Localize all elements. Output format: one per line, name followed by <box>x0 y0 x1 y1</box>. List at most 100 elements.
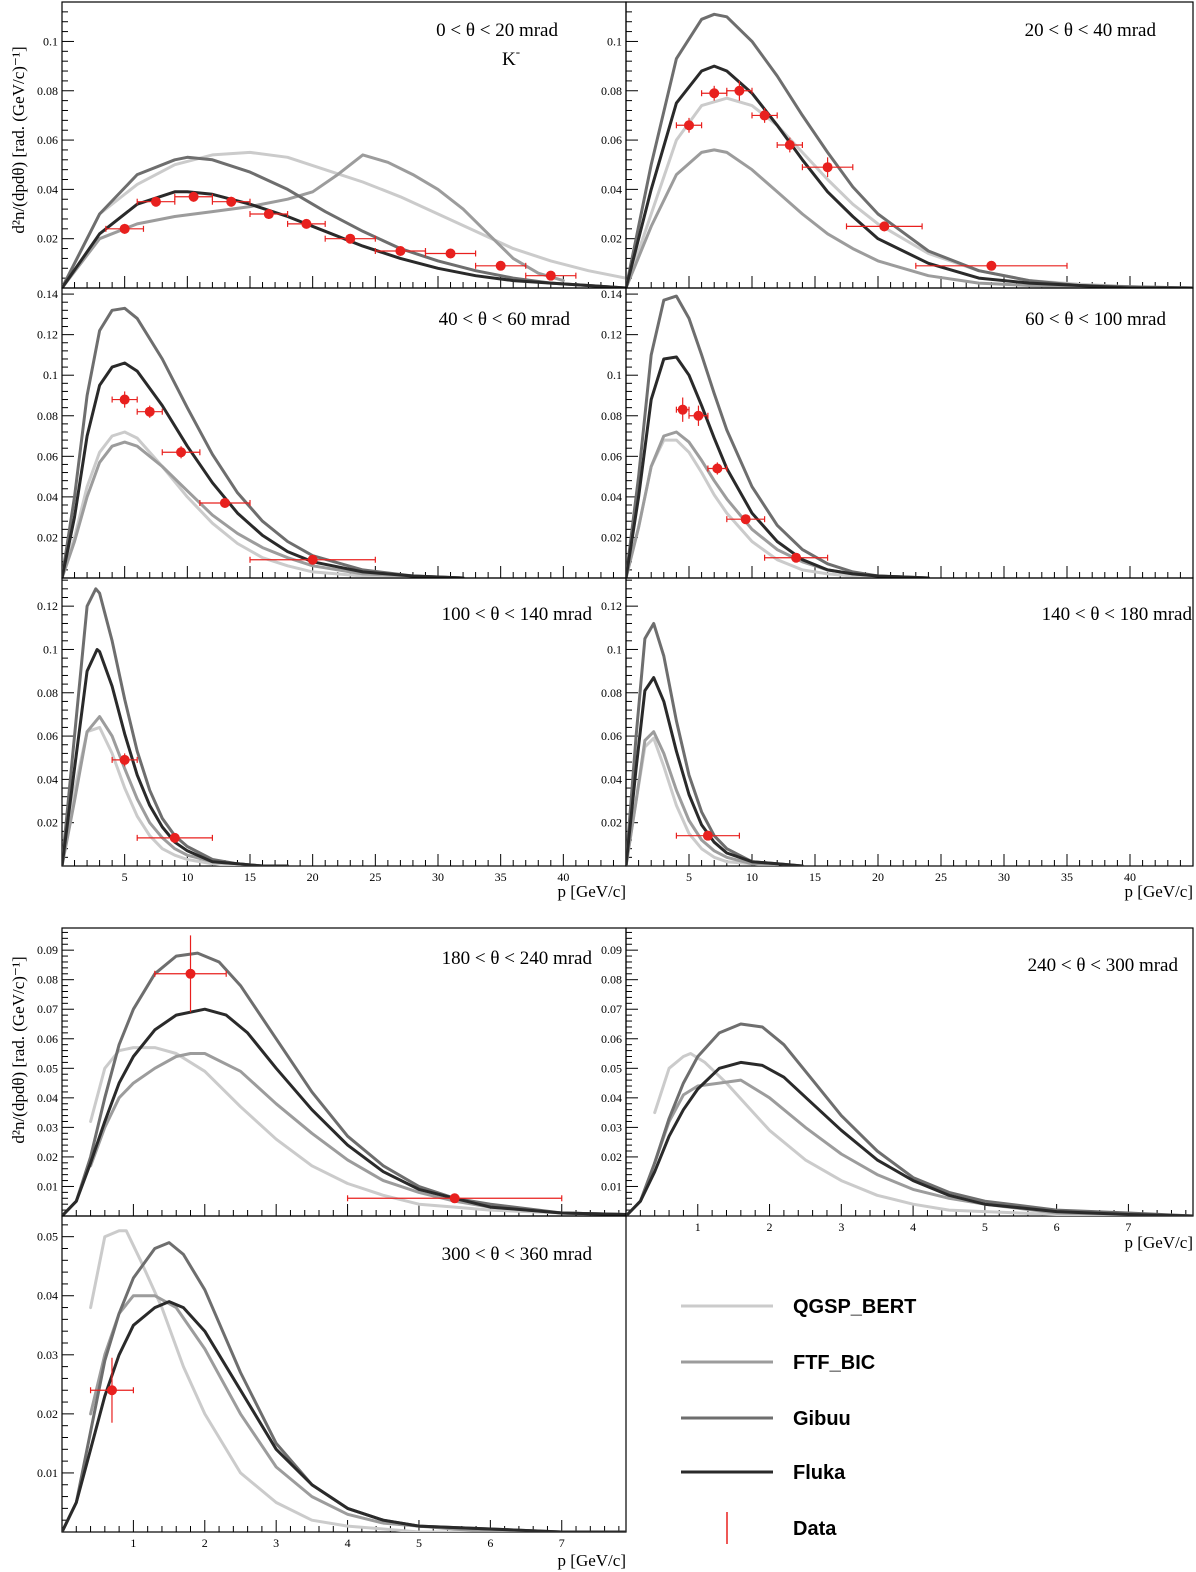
data-point <box>263 209 274 220</box>
y-tick-label: 0.02 <box>37 232 58 246</box>
x-tick-label: 35 <box>1061 870 1073 884</box>
y-tick-label: 0.06 <box>37 1032 58 1046</box>
curves <box>62 1229 626 1532</box>
panel-frame <box>625 1 1194 289</box>
x-tick-label: 10 <box>746 870 758 884</box>
data-point <box>119 223 130 234</box>
curve-qgsp-bert <box>62 150 626 288</box>
panel-1: 0.02 0.04 0.06 0.08 0.1 0 < θ < 20 mrad <box>37 1 627 289</box>
x-tick-label: 10 <box>181 870 193 884</box>
curve-gibuu <box>62 1241 626 1532</box>
data-point <box>445 248 456 259</box>
y-tick-label: 0.06 <box>37 133 58 147</box>
curve-fluka <box>626 676 804 866</box>
panel-label: 140 < θ < 180 mrad <box>1042 604 1193 625</box>
x-tick-label: 30 <box>432 870 444 884</box>
curve-qgsp-bert <box>62 430 465 578</box>
y-tick-label: 0.08 <box>37 409 58 423</box>
x-tick-label: 4 <box>910 1220 916 1234</box>
x-tick-label: 15 <box>244 870 256 884</box>
x-tick-label: 5 <box>122 870 128 884</box>
curve-gibuu <box>62 155 626 288</box>
curve-fluka <box>626 64 1193 288</box>
data-point <box>169 832 180 843</box>
panel-2: 0.02 0.04 0.06 0.08 0.1 20 < θ < 40 mrad <box>601 1 1194 289</box>
y-tick-label: 0.08 <box>37 973 58 987</box>
curves <box>62 306 465 578</box>
data-point <box>144 406 155 417</box>
curves <box>62 935 626 1216</box>
legend-label: QGSP_BERT <box>793 1296 916 1318</box>
x-tick-label: 1 <box>130 1536 136 1550</box>
y-tick-label: 0.06 <box>601 1032 622 1046</box>
data-point <box>545 270 556 281</box>
y-tick-label: 0.02 <box>37 1150 58 1164</box>
data-point <box>759 110 770 121</box>
x-tick-label: 5 <box>982 1220 988 1234</box>
curve-fluka <box>62 361 465 578</box>
panel-frame <box>61 1215 627 1533</box>
y-tick-label: 0.02 <box>601 530 622 544</box>
y-tick-label: 0.12 <box>37 328 58 342</box>
y-tick-label: 0.05 <box>601 1061 622 1075</box>
y-axis-title-top: d²n/(dpdθ) [rad. (GeV/c)⁻¹] <box>9 46 28 233</box>
curve-fluka <box>62 1007 626 1216</box>
curve-qgsp-bert <box>653 1052 1193 1216</box>
data-point <box>986 260 997 271</box>
curves <box>626 12 1193 288</box>
y-tick-label: 0.01 <box>37 1466 58 1480</box>
x-tick-label: 4 <box>345 1536 351 1550</box>
y-tick-label: 0.03 <box>37 1348 58 1362</box>
y-tick-label: 0.04 <box>37 1289 58 1303</box>
y-tick-label: 0.09 <box>37 943 58 957</box>
data-point <box>709 88 720 99</box>
curves <box>62 150 626 288</box>
curve-gibuu <box>626 294 930 578</box>
y-tick-label: 0.06 <box>37 449 58 463</box>
y-tick-label: 0.03 <box>37 1120 58 1134</box>
panel-label: 240 < θ < 300 mrad <box>1028 955 1179 976</box>
panel-9: 0.01 0.02 0.03 0.04 0.05 1 2 3 4 5 6 7 300 < θ < 360… <box>37 1215 627 1550</box>
curve-fluka <box>62 1300 626 1532</box>
data-point <box>301 218 312 229</box>
x-tick-label: 25 <box>935 870 947 884</box>
panel-frame <box>61 1 627 289</box>
y-tick-label: 0.09 <box>601 943 622 957</box>
y-tick-label: 0.1 <box>43 34 58 48</box>
y-tick-label: 0.1 <box>43 642 58 656</box>
y-tick-label: 0.14 <box>601 287 622 301</box>
y-tick-label: 0.03 <box>601 1120 622 1134</box>
particle-label: K- <box>502 44 520 70</box>
data-point <box>185 968 196 979</box>
legend-label: Fluka <box>793 1462 846 1484</box>
y-tick-label: 0.06 <box>601 449 622 463</box>
data-point <box>219 497 230 508</box>
curve-ftf-bic <box>62 715 264 866</box>
panel-label: 0 < θ < 20 mrad <box>436 20 558 41</box>
legend: QGSP_BERT FTF_BIC Gibuu Fluka Data <box>681 1296 916 1544</box>
curves <box>626 622 804 866</box>
curve-fluka <box>626 1060 1193 1216</box>
x-tick-label: 3 <box>838 1220 844 1234</box>
panel-frame <box>625 577 1194 867</box>
curves <box>626 1022 1193 1216</box>
x-tick-label: 15 <box>809 870 821 884</box>
y-tick-label: 0.08 <box>601 686 622 700</box>
legend-label: Data <box>793 1518 837 1540</box>
data-point <box>176 447 187 458</box>
legend-label: FTF_BIC <box>793 1352 875 1374</box>
curve-qgsp-bert <box>626 736 779 866</box>
y-tick-label: 0.06 <box>601 729 622 743</box>
y-tick-label: 0.02 <box>601 816 622 830</box>
data-point <box>449 1193 460 1204</box>
curve-ftf-bic <box>626 730 779 866</box>
data-point <box>693 410 704 421</box>
y-axis-title-bottom: d²n/(dpdθ) [rad. (GeV/c)⁻¹] <box>9 956 28 1143</box>
data-point <box>784 140 795 150</box>
y-tick-label: 0.04 <box>601 490 622 504</box>
panel-label: 40 < θ < 60 mrad <box>439 309 571 330</box>
data-point <box>495 260 506 271</box>
y-tick-label: 0.14 <box>37 287 58 301</box>
x-tick-label: 30 <box>998 870 1010 884</box>
legend-item-data: Data <box>726 1512 837 1544</box>
